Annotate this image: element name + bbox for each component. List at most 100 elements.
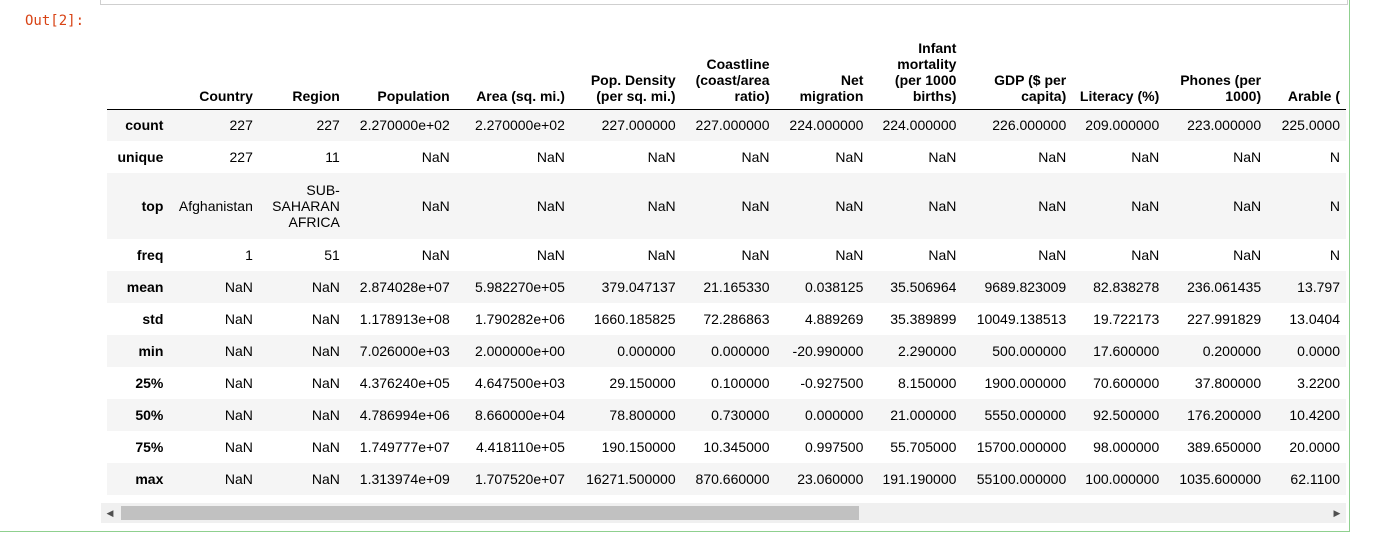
table-cell: NaN: [1038, 247, 1067, 263]
row-index: 75%: [135, 439, 164, 455]
table-cell: 4.647500e+03: [474, 375, 565, 391]
table-cell: 62.1100: [1290, 471, 1340, 487]
table-cell: NaN: [421, 198, 450, 214]
table-cell: NaN: [1131, 247, 1160, 263]
table-cell: 0.000000: [711, 343, 770, 359]
table-cell: 23.060000: [797, 471, 864, 487]
table-row: 25% NaN NaN 4.376240e+05 4.647500e+03 29.1500…: [107, 367, 1346, 399]
row-index: count: [125, 117, 164, 134]
output-prompt: Out[2]:: [25, 13, 85, 29]
table-cell: Afghanistan: [178, 198, 253, 214]
table-cell: NaN: [741, 149, 770, 165]
table-cell: NaN: [647, 149, 676, 165]
input-area[interactable]: [100, 0, 1348, 5]
table-cell: NaN: [928, 198, 957, 214]
table-cell: 191.190000: [882, 471, 957, 487]
table-cell: 4.889269: [804, 311, 864, 327]
table-cell: 1900.000000: [984, 375, 1067, 391]
table-cell: 13.797: [1297, 279, 1340, 295]
table-cell: NaN: [1233, 247, 1262, 263]
table-cell: 0.200000: [1202, 343, 1262, 359]
table-cell: NaN: [421, 247, 450, 263]
table-cell: NaN: [311, 279, 340, 295]
column-header: Literacy (%): [1072, 28, 1166, 110]
table-cell: 0.000000: [617, 343, 676, 359]
table-cell: 1035.600000: [1179, 471, 1262, 487]
table-cell: 8.150000: [898, 375, 957, 391]
table-cell: 1.790282e+06: [474, 311, 565, 327]
table-cell: 2.874028e+07: [359, 279, 450, 295]
table-cell: 5.982270e+05: [474, 279, 565, 295]
table-cell: 176.200000: [1187, 407, 1262, 423]
table-cell: 70.600000: [1093, 375, 1160, 391]
table-cell: N: [1329, 198, 1340, 214]
row-index: freq: [136, 247, 164, 263]
table-cell: 2.270000e+02: [474, 117, 565, 134]
table-cell: N: [1329, 149, 1340, 165]
table-cell: NaN: [311, 439, 340, 455]
column-header: Arable (: [1267, 28, 1346, 110]
table-cell: NaN: [1038, 198, 1067, 214]
table-row: unique 227 11 NaN NaN NaN NaN NaN NaN NaN NaN NaN N: [107, 141, 1346, 173]
table-cell: NaN: [311, 311, 340, 327]
table-cell: 8.660000e+04: [474, 407, 565, 423]
index-header: [107, 28, 170, 110]
table-cell: NaN: [224, 471, 253, 487]
table-cell: 2.000000e+00: [474, 343, 565, 359]
column-header: Pop. Density (per sq. mi.): [570, 28, 682, 110]
column-header: Coastline (coast/area ratio): [681, 28, 776, 110]
table-cell: 35.389899: [890, 311, 957, 327]
horizontal-scrollbar[interactable]: ◀ ▶: [101, 503, 1346, 523]
table-cell: NaN: [1131, 198, 1160, 214]
table-cell: 226.000000: [992, 117, 1067, 134]
table-cell: 227.000000: [695, 117, 770, 134]
table-cell: NaN: [835, 198, 864, 214]
table-cell: NaN: [1038, 149, 1067, 165]
table-cell: 10.4200: [1289, 407, 1340, 423]
table-cell: 11: [325, 149, 340, 165]
scroll-thumb[interactable]: [121, 506, 859, 520]
table-row: max NaN NaN 1.313974e+09 1.707520e+07 16271.5…: [107, 463, 1346, 495]
table-cell: NaN: [224, 343, 253, 359]
row-index: 50%: [135, 407, 164, 423]
table-cell: NaN: [928, 149, 957, 165]
table-cell: 0.100000: [711, 375, 770, 391]
row-index: 25%: [135, 375, 164, 391]
table-cell: 13.0404: [1289, 311, 1340, 327]
table-cell: NaN: [835, 247, 864, 263]
scroll-left-icon[interactable]: ◀: [106, 507, 114, 518]
table-cell: NaN: [1233, 149, 1262, 165]
table-cell: 1: [245, 247, 253, 263]
table-cell: 98.000000: [1093, 439, 1160, 455]
table-cell: NaN: [311, 471, 340, 487]
table-cell: NaN: [647, 247, 676, 263]
table-cell: NaN: [224, 311, 253, 327]
table-cell: N: [1329, 247, 1340, 263]
row-index: std: [142, 311, 164, 327]
table-cell: 4.786994e+06: [359, 407, 450, 423]
row-index: max: [135, 471, 164, 487]
table-cell: 0.997500: [804, 439, 864, 455]
row-index: unique: [117, 149, 164, 165]
table-cell: 500.000000: [992, 343, 1067, 359]
column-header: Phones (per 1000): [1165, 28, 1268, 110]
table-cell: 227.991829: [1187, 311, 1262, 327]
table-cell: NaN: [536, 198, 565, 214]
table-cell: 379.047137: [601, 279, 676, 295]
table-cell: 21.165330: [703, 279, 770, 295]
table-cell: 227: [316, 117, 340, 134]
column-header: Infant mortality (per 1000 births): [869, 28, 963, 110]
table-cell: 1.707520e+07: [474, 471, 565, 487]
table-cell: 227: [229, 149, 253, 165]
table-cell: -20.990000: [792, 343, 864, 359]
table-cell: NaN: [741, 247, 770, 263]
row-index: top: [141, 198, 164, 214]
scroll-right-icon[interactable]: ▶: [1333, 507, 1341, 518]
column-header: Area (sq. mi.): [455, 28, 571, 110]
table-cell: 236.061435: [1187, 279, 1262, 295]
table-cell: 16271.500000: [586, 471, 676, 487]
table-cell: NaN: [311, 375, 340, 391]
table-cell: NaN: [224, 439, 253, 455]
table-cell: 10.345000: [703, 439, 770, 455]
table-cell: 100.000000: [1085, 471, 1160, 487]
